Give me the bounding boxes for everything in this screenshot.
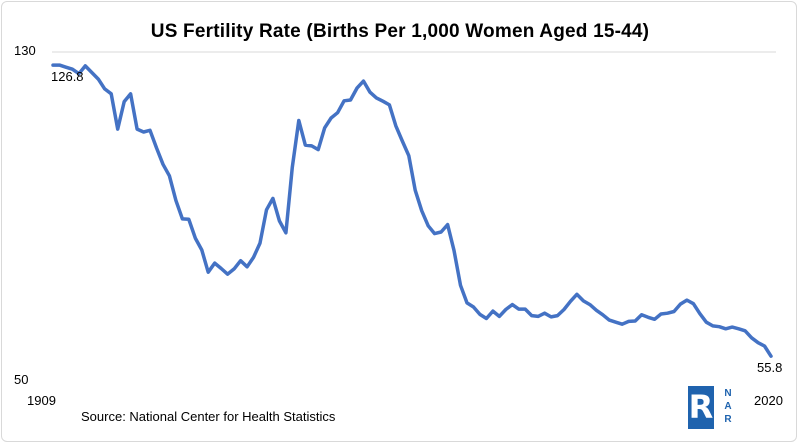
- nar-logo: R N A R: [688, 386, 740, 432]
- source-note: Source: National Center for Health Stati…: [81, 409, 336, 424]
- realtor-r-icon: R: [688, 386, 714, 429]
- data-label-2020: 55.8: [757, 360, 782, 375]
- data-label-1909: 126.8: [51, 69, 84, 84]
- logo-side-text: N A R: [724, 388, 732, 425]
- data-labels: 126.8 55.8: [51, 69, 782, 375]
- y-tick-label-top: 130: [14, 43, 36, 58]
- logo-letter: R: [688, 388, 714, 426]
- y-tick-label-bottom: 50: [14, 372, 29, 387]
- x-tick-label-start: 1909: [27, 393, 56, 408]
- chart-title: US Fertility Rate (Births Per 1,000 Wome…: [150, 21, 650, 42]
- x-tick-label-end: 2020: [754, 393, 783, 408]
- fertility-rate-line: [51, 63, 773, 358]
